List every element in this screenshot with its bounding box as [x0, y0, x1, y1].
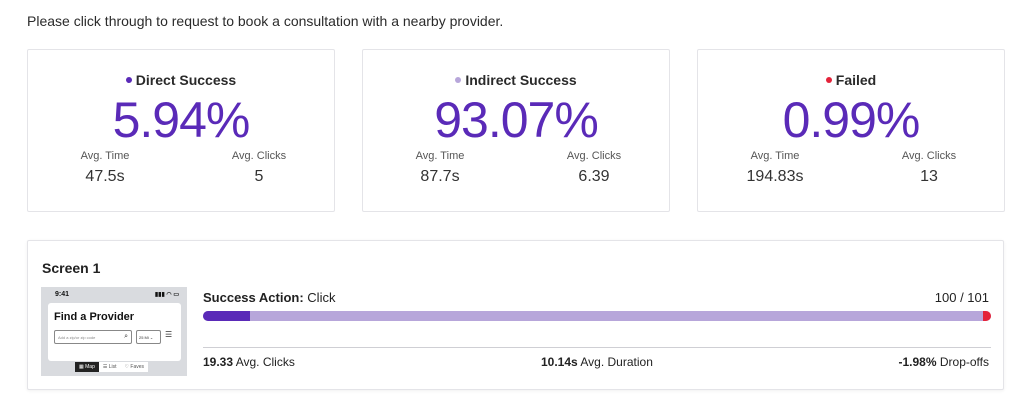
direct-segment[interactable] — [203, 311, 250, 321]
avg-time-label: Avg. Time — [750, 150, 800, 162]
divider — [203, 347, 991, 348]
map-icon: ▦ — [79, 364, 86, 370]
dropoffs-metric: -1.98% Drop-offs — [898, 355, 989, 369]
indirect-success-card: Indirect Success 93.07% Avg. Time Avg. C… — [362, 49, 670, 212]
thumbnail-time: 9:41 — [55, 291, 70, 298]
filter-icon: ☰ — [165, 330, 173, 339]
thumbnail-tab-map: ▦ Map — [75, 362, 99, 372]
task-instruction: Please click through to request to book … — [27, 13, 504, 29]
thumbnail-tab-faves: ♡ Faves — [120, 362, 149, 372]
card-title: Indirect Success — [465, 72, 577, 88]
outcome-bar[interactable] — [203, 311, 991, 321]
thumbnail-card: Find a Provider Add a zip/or zip code ⌕ … — [48, 303, 181, 361]
thumbnail-tabs: ▦ Map ☰ List ♡ Faves — [75, 362, 149, 372]
avg-time-value: 87.7s — [420, 168, 460, 185]
avg-duration-metric-label: Avg. Duration — [580, 355, 653, 369]
screen-panel: Screen 1 9:41 ▮▮▮ ◠ ▭ Find a Provider Ad… — [27, 240, 1004, 390]
direct-success-percent: 5.94% — [112, 92, 251, 148]
success-action-label: Success Action: — [203, 290, 304, 305]
card-title: Direct Success — [135, 72, 237, 88]
avg-time-value: 194.83s — [746, 168, 804, 185]
dropoffs-metric-label: Drop-offs — [939, 355, 989, 369]
card-title: Failed — [835, 72, 877, 88]
avg-clicks-metric-label: Avg. Clicks — [235, 355, 295, 369]
success-action-value: Click — [307, 290, 336, 305]
failed-dot-icon — [825, 77, 832, 83]
thumbnail-search-placeholder: Add a zip/or zip code — [58, 335, 96, 340]
thumbnail-search-input: Add a zip/or zip code ⌕ — [54, 330, 132, 344]
direct-success-card: Direct Success 5.94% Avg. Time Avg. Clic… — [27, 49, 335, 212]
avg-time-label: Avg. Time — [80, 150, 130, 162]
thumbnail-tab-label: Map — [85, 364, 95, 370]
failed-percent: 0.99% — [782, 92, 921, 148]
thumbnail-tab-label: Faves — [130, 364, 145, 370]
avg-time-label: Avg. Time — [415, 150, 465, 162]
indirect-success-percent: 93.07% — [434, 92, 599, 148]
avg-clicks-label: Avg. Clicks — [901, 150, 957, 162]
thumbnail-status-bar: 9:41 ▮▮▮ ◠ ▭ — [41, 287, 187, 301]
failed-card: Failed 0.99% Avg. Time Avg. Clicks 194.8… — [697, 49, 1005, 212]
screen-thumbnail[interactable]: 9:41 ▮▮▮ ◠ ▭ Find a Provider Add a zip/o… — [41, 287, 187, 376]
avg-clicks-metric: 19.33 Avg. Clicks — [203, 355, 295, 369]
avg-clicks-value: 5 — [254, 168, 264, 185]
indirect-segment[interactable] — [249, 311, 984, 321]
thumbnail-heading: Find a Provider — [54, 311, 135, 323]
avg-clicks-value: 6.39 — [578, 168, 610, 185]
heart-icon: ♡ — [124, 364, 131, 370]
avg-time-value: 47.5s — [85, 168, 125, 185]
screen-title: Screen 1 — [42, 260, 101, 276]
thumbnail-tab-label: List — [108, 364, 117, 370]
avg-clicks-label: Avg. Clicks — [566, 150, 622, 162]
dropoffs-metric-value: -1.98% — [898, 355, 937, 369]
participant-count: 100 / 101 — [934, 290, 989, 305]
thumbnail-radius: 25 Mi — [139, 335, 149, 340]
direct-dot-icon — [125, 77, 132, 83]
avg-clicks-value: 13 — [920, 168, 938, 185]
indirect-dot-icon — [455, 77, 462, 83]
signal-icon: ▮▮▮ ◠ ▭ — [154, 292, 179, 298]
avg-clicks-metric-value: 19.33 — [203, 355, 234, 369]
success-action: Success Action: Click — [203, 290, 335, 305]
thumbnail-radius-select: 25 Mi ⌄ — [136, 330, 161, 344]
list-icon: ☰ — [102, 364, 109, 370]
avg-duration-metric: 10.14s Avg. Duration — [541, 355, 653, 369]
search-icon: ⌕ — [124, 333, 128, 340]
failed-segment[interactable] — [983, 311, 991, 321]
avg-clicks-label: Avg. Clicks — [231, 150, 287, 162]
chevron-down-icon: ⌄ — [149, 335, 154, 340]
thumbnail-tab-list: ☰ List — [98, 362, 121, 372]
avg-duration-metric-value: 10.14s — [541, 355, 578, 369]
